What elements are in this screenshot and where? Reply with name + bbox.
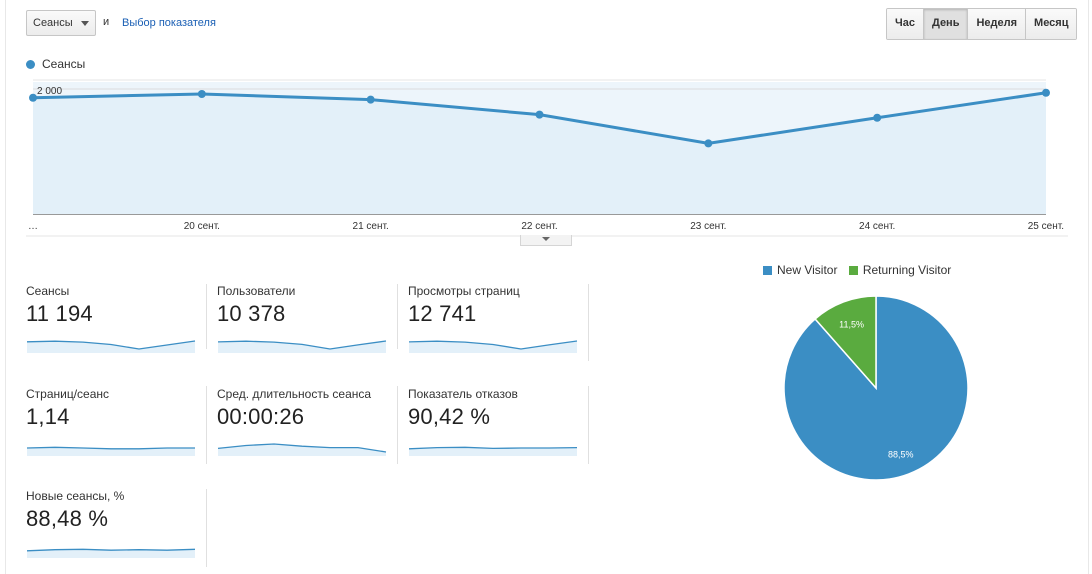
- legend-swatch: [848, 266, 858, 275]
- sparkline-area: [218, 341, 386, 353]
- period-hour-button[interactable]: Час: [887, 9, 924, 39]
- metric-tile[interactable]: Пользователи 10 378: [217, 284, 387, 353]
- sparkline-area: [409, 447, 577, 456]
- tile-divider: [397, 284, 398, 349]
- y-tick-label: 2 000: [37, 86, 62, 97]
- metric-value: 1,14: [26, 404, 70, 429]
- chevron-down-icon: [81, 21, 89, 26]
- sparkline: [217, 340, 387, 353]
- sparkline: [26, 548, 196, 558]
- sparkline-line: [26, 446, 195, 450]
- period-day-button[interactable]: День: [923, 9, 969, 39]
- metric-value: 12 741: [408, 301, 477, 326]
- pie-legend-label: New Visitor: [777, 263, 838, 277]
- legend-dot: [26, 60, 35, 69]
- sparkline-area: [409, 341, 577, 353]
- legend-label: Сеансы: [42, 57, 86, 71]
- metric-tile[interactable]: Страниц/сеанс 1,14: [26, 387, 196, 456]
- metric-value: 11 194: [26, 301, 93, 326]
- sparkline-area: [27, 341, 195, 353]
- and-label: и: [103, 16, 110, 28]
- sparkline: [217, 443, 387, 456]
- metric-label: Показатель отказов: [408, 387, 518, 401]
- metric-value: 90,42 %: [408, 404, 491, 429]
- sparkline: [408, 446, 578, 456]
- sparkline-line: [26, 548, 196, 552]
- x-tick-label: 25 сент.: [1028, 221, 1064, 232]
- period-month-button[interactable]: Месяц: [1026, 9, 1077, 39]
- chart-legend: Сеансы: [26, 57, 85, 71]
- metric-value: 88,48 %: [26, 506, 109, 531]
- legend-swatch: [763, 266, 772, 275]
- metric-select-value: Сеансы: [33, 17, 73, 29]
- tile-divider: [397, 386, 398, 464]
- sparkline: [26, 340, 196, 353]
- period-switcher: Час День Неделя Месяц: [886, 8, 1078, 40]
- x-tick-label: 24 сент.: [859, 221, 895, 232]
- metric-value: 00:00:26: [217, 404, 305, 429]
- x-tick-label: 20 сент.: [184, 221, 220, 232]
- pie-legend: New Visitor Returning Visitor: [763, 263, 959, 277]
- x-tick-label: 22 сент.: [521, 221, 557, 232]
- sparkline-line: [217, 340, 387, 350]
- metric-value: 10 378: [217, 301, 286, 326]
- sessions-line-chart: 2 0001 000…20 сент.21 сент.22 сент.23 се…: [26, 79, 1068, 237]
- sparkline-area: [27, 549, 195, 558]
- sparkline: [26, 446, 195, 456]
- tile-divider: [588, 284, 589, 361]
- collapse-chart-toggle[interactable]: [520, 235, 572, 246]
- metric-tile[interactable]: Просмотры страниц 12 741: [408, 284, 578, 353]
- data-point: [873, 113, 882, 122]
- sparkline-line: [408, 340, 578, 350]
- metric-label: Новые сеансы, %: [26, 489, 125, 503]
- metric-label: Сред. длительность сеанса: [217, 387, 372, 401]
- data-point: [704, 139, 713, 148]
- sparkline-line: [26, 340, 196, 350]
- metric-label: Сеансы: [26, 284, 70, 298]
- tile-divider: [206, 284, 207, 349]
- tile-divider: [206, 386, 207, 464]
- x-tick-label: …: [28, 221, 38, 232]
- sparkline-line: [408, 446, 578, 450]
- data-point: [1042, 88, 1050, 97]
- x-tick-label: 21 сент.: [353, 221, 389, 232]
- chevron-down-icon: [542, 237, 550, 241]
- metric-select[interactable]: Сеансы: [26, 10, 96, 36]
- sparkline: [408, 340, 578, 353]
- metric-tile[interactable]: Сеансы 11 194: [26, 284, 196, 353]
- period-week-button[interactable]: Неделя: [968, 9, 1027, 39]
- x-tick-label: 23 сент.: [690, 221, 726, 232]
- tile-divider: [206, 489, 207, 567]
- metric-label: Страниц/сеанс: [26, 387, 110, 401]
- choose-metric-link[interactable]: Выбор показателя: [122, 17, 216, 29]
- data-point: [29, 93, 37, 102]
- metric-tile[interactable]: Сред. длительность сеанса 00:00:26: [217, 387, 387, 456]
- metric-label: Просмотры страниц: [408, 284, 520, 298]
- sparkline-area: [27, 447, 195, 456]
- series-area: [33, 92, 1046, 214]
- tile-divider: [588, 386, 589, 464]
- sparkline-line: [217, 443, 387, 453]
- data-point: [197, 90, 206, 98]
- sparkline-area: [218, 444, 386, 456]
- metric-tile[interactable]: Новые сеансы, % 88,48 %: [26, 489, 196, 558]
- data-point: [535, 110, 544, 119]
- metric-tile[interactable]: Показатель отказов 90,42 %: [408, 387, 578, 456]
- pie-legend-returning: Returning Visitor: [848, 263, 952, 277]
- pie-legend-new: New Visitor: [763, 263, 837, 277]
- pie-legend-label: Returning Visitor: [862, 263, 952, 277]
- metric-label: Пользователи: [217, 284, 296, 298]
- data-point: [366, 95, 375, 104]
